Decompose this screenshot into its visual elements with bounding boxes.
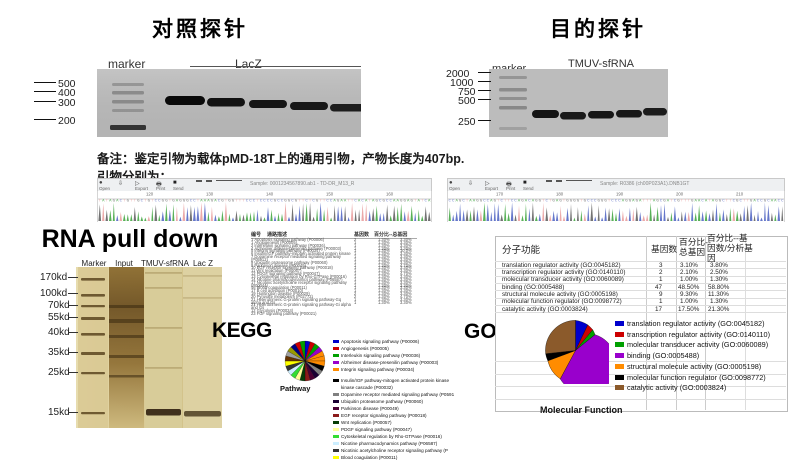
svg-text:200: 200 [676,192,684,197]
svg-text:160: 160 [386,192,394,197]
svg-text:180: 180 [556,192,564,197]
svg-text:150: 150 [326,192,334,197]
svg-text:140: 140 [266,192,274,197]
svg-text:170: 170 [496,192,504,197]
svg-text:130: 130 [206,192,214,197]
svg-text:190: 190 [616,192,624,197]
svg-text:120: 120 [146,192,154,197]
svg-text:210: 210 [736,192,744,197]
